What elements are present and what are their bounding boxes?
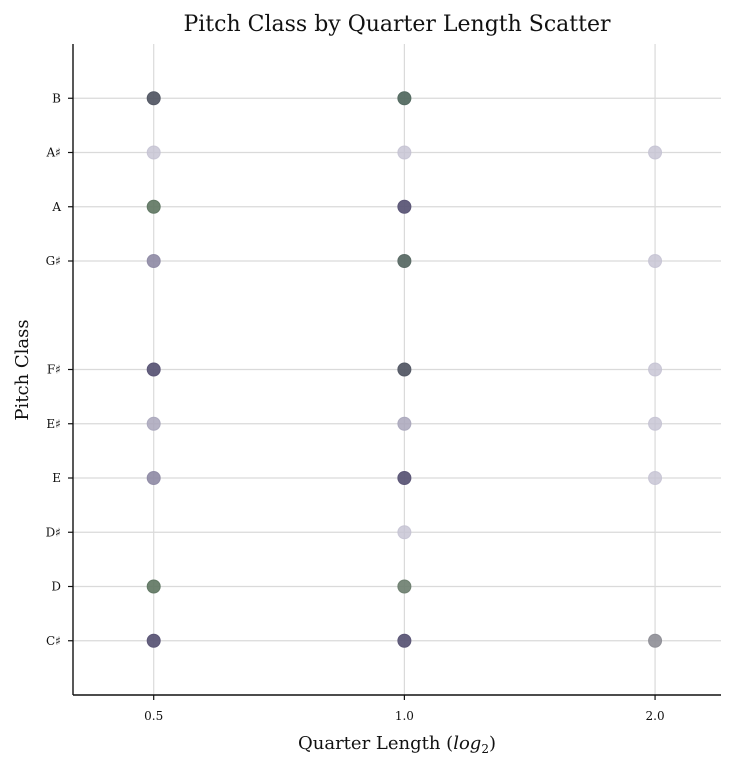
y-tick-label: B: [52, 91, 61, 105]
y-tick-label: D♯: [46, 525, 61, 539]
scatter-point: [397, 254, 412, 268]
scatter-point: [397, 199, 412, 214]
scatter-point: [648, 471, 663, 485]
x-axis-label-main: Quarter Length (: [298, 733, 453, 754]
x-axis-label-close: ): [489, 733, 496, 754]
scatter-point: [648, 362, 663, 377]
scatter-point: [648, 633, 663, 648]
scatter-point: [397, 525, 412, 540]
scatter-point: [146, 633, 161, 648]
scatter-point: [397, 145, 412, 160]
y-axis-label: Pitch Class: [12, 319, 33, 420]
scatter-point: [397, 471, 412, 485]
scatter-point: [397, 91, 412, 106]
scatter-point: [146, 579, 161, 594]
scatter-point: [397, 416, 412, 431]
points-layer: [146, 91, 663, 648]
scatter-point: [146, 91, 161, 106]
y-tick-label: F♯: [47, 363, 61, 377]
x-tick-label: 1.0: [395, 709, 414, 723]
x-axis-label-log: log: [453, 733, 481, 754]
scatter-point: [397, 579, 412, 594]
y-tick-label: E: [52, 471, 61, 485]
y-ticks: C♯ D D♯ E E♯ F♯ G♯ A A♯ B: [46, 91, 73, 648]
y-tick-label: A♯: [46, 146, 61, 160]
y-tick-label: A: [51, 200, 61, 214]
x-axis-label-sub: 2: [481, 742, 489, 756]
scatter-point: [146, 362, 161, 377]
x-tick-label: 2.0: [646, 709, 665, 723]
chart-title: Pitch Class by Quarter Length Scatter: [183, 12, 611, 37]
scatter-point: [146, 254, 161, 268]
scatter-point: [146, 145, 161, 160]
scatter-point: [397, 633, 412, 648]
x-ticks: 0.5 1.0 2.0: [144, 695, 665, 723]
scatter-point: [648, 254, 663, 268]
scatter-point: [648, 145, 663, 160]
x-tick-label: 0.5: [144, 709, 163, 723]
scatter-point: [397, 362, 412, 377]
scatter-point: [146, 471, 161, 485]
scatter-point: [648, 416, 663, 431]
scatter-point: [146, 416, 161, 431]
y-tick-label: C♯: [46, 634, 61, 648]
scatter-point: [146, 199, 161, 214]
grid-layer: [73, 44, 721, 695]
x-axis-label: Quarter Length (log2): [298, 733, 496, 756]
y-tick-label: G♯: [46, 254, 61, 268]
y-tick-label: E♯: [46, 417, 61, 431]
y-tick-label: D: [51, 580, 61, 594]
